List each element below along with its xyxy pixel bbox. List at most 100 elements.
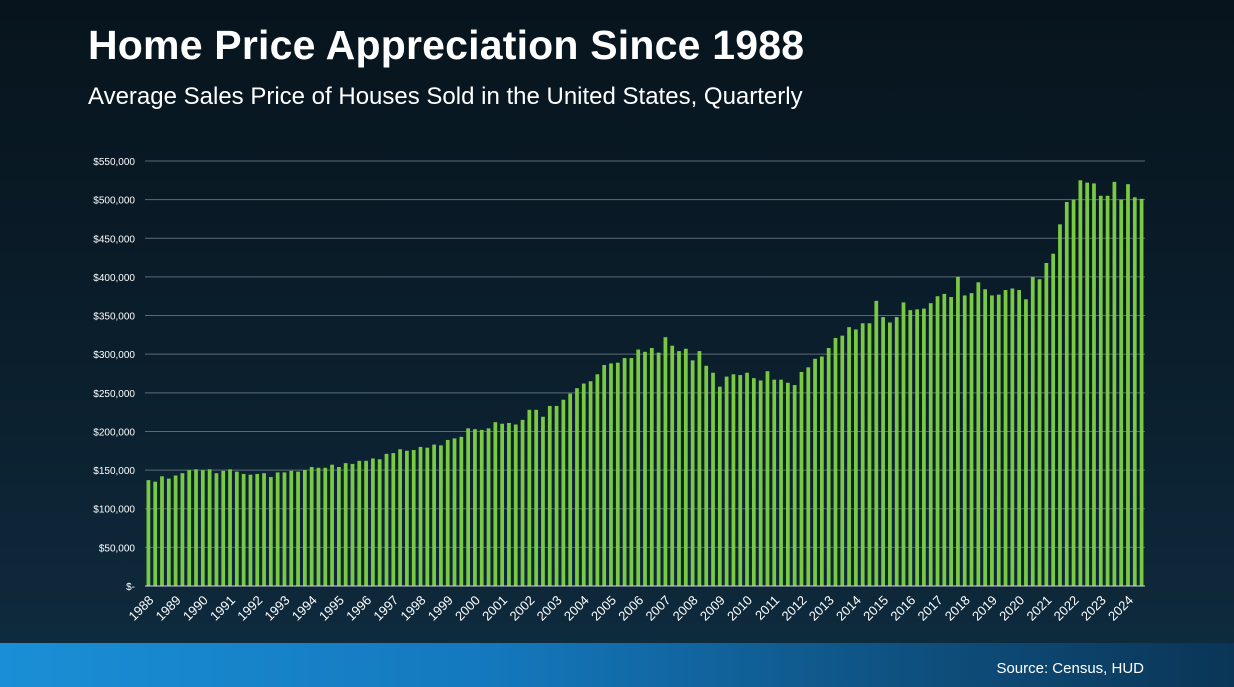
bar [200,470,205,586]
bar [371,458,375,586]
x-tick-label: 2016 [887,593,918,624]
bar [160,476,164,586]
bar [602,365,607,586]
x-tick-label: 2019 [969,593,1000,624]
bar [697,351,702,586]
bar [425,447,430,586]
bar [1017,290,1022,586]
bar [153,481,158,586]
bar [486,428,491,586]
bar [758,380,763,586]
bar [364,460,368,586]
bar [881,317,885,586]
bar [214,473,219,586]
chart-subtitle: Average Sales Price of Houses Sold in th… [88,83,803,110]
bar [745,372,749,586]
bar [282,472,287,586]
bar [922,308,926,586]
bar [405,450,409,586]
bar [377,459,382,586]
x-tick-label: 2020 [996,593,1027,624]
x-tick-label: 2002 [506,593,537,624]
bar [643,351,647,586]
bar [411,450,416,586]
bar [867,323,872,586]
bar [513,424,518,586]
x-axis-tick-labels: 1988198919901991199219931994199519961997… [125,593,1136,624]
x-tick-label: 1995 [316,593,347,624]
bar [343,463,348,586]
bar [874,300,879,586]
bar [990,295,994,586]
bar [840,335,845,586]
bar [799,371,804,586]
bar [1105,195,1110,586]
bar [1139,198,1144,587]
x-tick-label: 1998 [398,593,429,624]
bar [466,428,470,586]
footer-band: Source: Census, HUD [0,643,1234,687]
x-tick-label: 2015 [860,593,891,624]
bar [785,382,790,586]
source-note: Source: Census, HUD [996,660,1144,677]
bar [207,469,212,586]
bar [296,471,300,586]
bar [928,303,933,586]
x-tick-label: 2018 [942,593,973,624]
bar [976,282,981,586]
y-axis-tick-labels: $- $50,000 $100,000 $150,000 $200,000 $250,00… [93,157,135,593]
bar [547,405,552,586]
bar [772,379,777,586]
bar [146,480,151,586]
x-tick-label: 2008 [670,593,701,624]
bar [330,464,334,586]
x-tick-label: 2009 [697,593,728,624]
bar [520,419,525,586]
bar [289,470,294,586]
bar [439,445,443,586]
x-tick-label: 2010 [724,593,755,624]
bar [820,356,824,586]
y-tick-label: $500,000 [93,196,135,207]
bar-chart: $- $50,000 $100,000 $150,000 $200,000 $250,00… [93,157,1145,624]
bars [146,180,1144,587]
x-tick-label: 2007 [642,593,673,624]
bar [731,374,736,586]
bar [1085,182,1090,586]
bar [1030,276,1035,586]
y-tick-label: $250,000 [93,389,135,400]
y-tick-label: $400,000 [93,273,135,284]
x-tick-label: 2011 [752,593,782,623]
x-tick-label: 2023 [1078,593,1109,624]
bar [915,309,919,586]
y-tick-label: $150,000 [93,466,135,477]
bar [1126,184,1130,586]
bar [765,371,770,586]
bar [996,294,1001,586]
bar [908,310,913,586]
x-tick-label: 2013 [806,593,837,624]
bar [391,453,396,586]
bar [262,473,266,586]
bar [1024,299,1028,586]
y-tick-label: $200,000 [93,427,135,438]
y-tick-label: $300,000 [93,350,135,361]
x-tick-label: 2014 [833,593,864,624]
y-tick-label: $50,000 [99,543,136,554]
bar [1112,181,1117,587]
bar [962,295,967,586]
bar [493,422,498,586]
bar [636,349,641,586]
y-tick-label: $- [126,582,135,593]
bar [649,348,654,586]
bar [1003,290,1008,586]
bar [575,388,579,586]
bar [234,471,239,586]
bar [615,362,620,586]
bar [826,348,831,586]
x-tick-label: 1993 [262,593,293,624]
bar [670,345,675,586]
x-tick-label: 2012 [779,593,810,624]
x-tick-label: 1989 [153,593,184,624]
bar [479,429,484,586]
